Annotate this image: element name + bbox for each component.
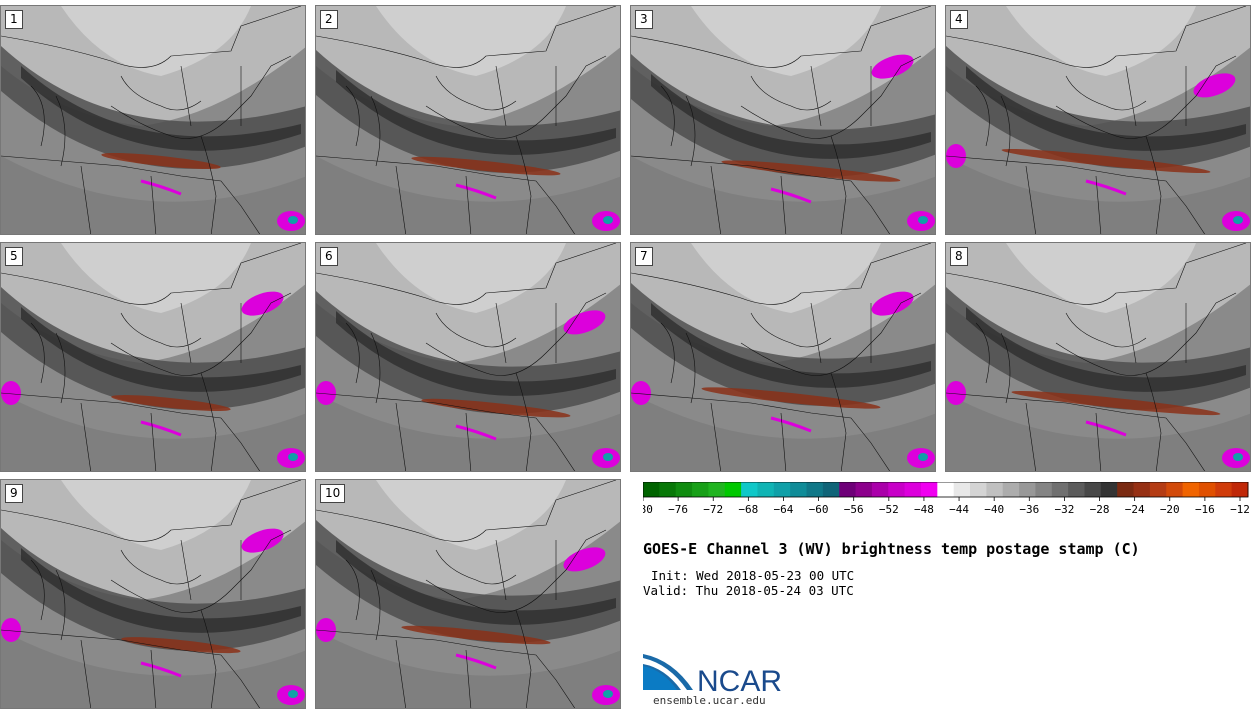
colorbar-tick-label: −24 [1125,503,1145,516]
colorbar-segment [1133,482,1151,497]
colorbar-segment [1231,482,1249,497]
colorbar-segment [1100,482,1118,497]
colorbar-segment [773,482,791,497]
colorbar-tick-label: −44 [949,503,969,516]
colorbar-tick-label: −60 [809,503,829,516]
colorbar-tick-label: −36 [1019,503,1039,516]
colorbar-segment [1019,482,1036,497]
colorbar-svg: −80 −76 −72 −68 −64 −60 −56 −52 −48 −44 −40 −36 −32 −… [633,481,1250,516]
colorbar-segment [741,482,758,497]
colorbar-segment [1068,482,1085,497]
panel-number: 1 [5,10,23,29]
colorbar-tick-label: −20 [1160,503,1180,516]
colorbar-segment [708,482,726,497]
panel-number: 10 [320,484,346,503]
colorbar-segment [1084,482,1102,497]
panel-number: 7 [635,247,653,266]
map-panel: 5 [0,242,306,472]
colorbar-segment [1166,482,1184,497]
map-panel: 10 [315,479,621,709]
colorbar-segment [659,482,677,497]
colorbar-tick-label: −52 [879,503,899,516]
colorbar-segment [790,482,808,497]
colorbar-tick-label: −48 [914,503,934,516]
ncar-logo-text: NCAR [697,665,783,698]
init-time: Init: Wed 2018-05-23 00 UTC [651,568,855,583]
colorbar-segment [953,482,971,497]
colorbar-segment [1215,482,1233,497]
map-panel: 1 [0,5,306,235]
colorbar-segment [1035,482,1053,497]
colorbar-segment [806,482,824,497]
colorbar-segment [1051,482,1069,497]
colorbar-tick-label: −12 [1230,503,1250,516]
colorbar-tick-label: −76 [668,503,688,516]
colorbar-tick-label: −64 [774,503,794,516]
map-panel: 8 [945,242,1251,472]
colorbar-tick-label: −68 [738,503,758,516]
colorbar-segment [724,482,742,497]
colorbar-segment [1198,482,1216,497]
colorbar-segment [871,482,889,497]
colorbar-segment [692,482,709,497]
colorbar-segment [888,482,906,497]
colorbar-tick-label: −72 [703,503,723,516]
colorbar-segment [757,482,775,497]
panel-number: 4 [950,10,968,29]
panel-number: 3 [635,10,653,29]
map-panel: 3 [630,5,936,235]
colorbar-segment [904,482,922,497]
colorbar: −80 −76 −72 −68 −64 −60 −56 −52 −48 −44 −40 −36 −32 −… [633,481,1260,526]
colorbar-segment [1002,482,1020,497]
colorbar-segment [1182,482,1200,497]
colorbar-tick-label: −40 [984,503,1004,516]
colorbar-segment [986,482,1004,497]
colorbar-tick-label: −16 [1195,503,1215,516]
map-panel: 6 [315,242,621,472]
colorbar-segment [643,482,660,497]
colorbar-segment [937,482,955,497]
ncar-logo [643,652,695,696]
valid-time: Valid: Thu 2018-05-24 03 UTC [643,583,854,598]
colorbar-segment [855,482,873,497]
colorbar-tick-label: −80 [643,503,653,516]
panel-number: 8 [950,247,968,266]
colorbar-segment [970,482,987,497]
colorbar-segment [1149,482,1167,497]
panel-number: 2 [320,10,338,29]
colorbar-tick-label: −32 [1054,503,1074,516]
panel-number: 5 [5,247,23,266]
colorbar-segment [920,482,938,497]
map-panel: 7 [630,242,936,472]
colorbar-segment [839,482,857,497]
map-panel: 4 [945,5,1251,235]
map-panel: 9 [0,479,306,709]
panel-number: 6 [320,247,338,266]
colorbar-segment [1117,482,1135,497]
map-panel: 2 [315,5,621,235]
colorbar-segment [675,482,693,497]
site-url: ensemble.ucar.edu [653,694,766,707]
panel-number: 9 [5,484,23,503]
colorbar-tick-label: −28 [1090,503,1110,516]
colorbar-tick-label: −56 [844,503,864,516]
colorbar-segment [822,482,840,497]
figure-title: GOES-E Channel 3 (WV) brightness temp po… [643,540,1140,558]
